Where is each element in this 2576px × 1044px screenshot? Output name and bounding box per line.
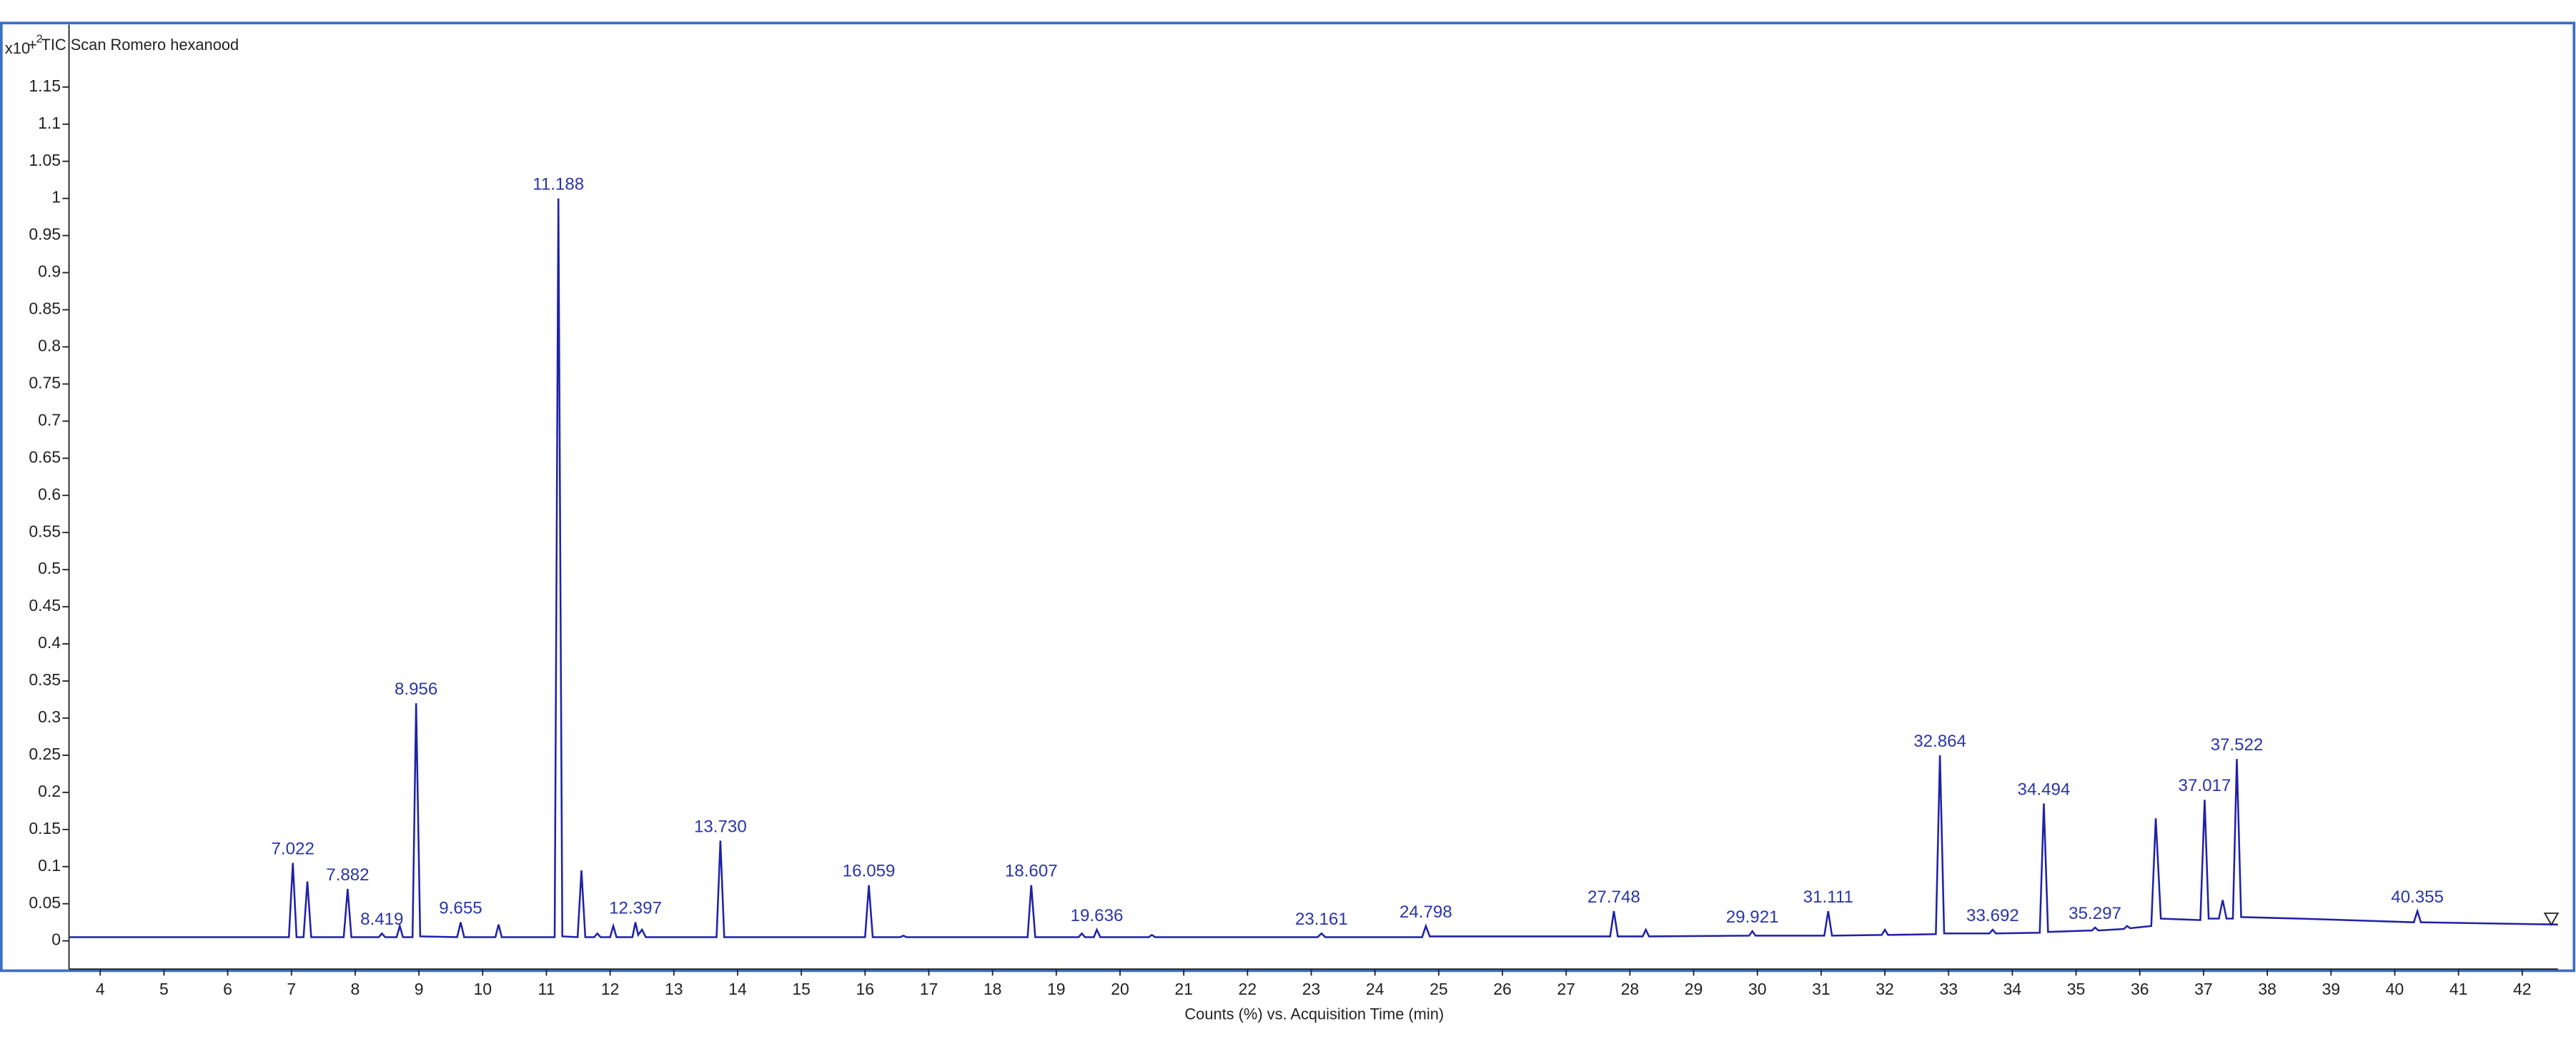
x-tick-label: 11 [538, 980, 555, 998]
x-tick-label: 34 [2003, 980, 2022, 998]
y-tick-label: 0.3 [38, 707, 61, 726]
x-tick-label: 17 [920, 980, 938, 998]
x-tick-label: 42 [2513, 980, 2532, 998]
x-tick-label: 12 [601, 980, 620, 998]
x-tick-label: 18 [984, 980, 1002, 998]
peak-label: 12.397 [609, 899, 662, 918]
peak-label: 32.864 [1913, 732, 1966, 751]
y-tick-label: 0.05 [29, 893, 61, 912]
peak-label: 37.522 [2211, 735, 2264, 755]
x-tick-label: 41 [2449, 980, 2468, 998]
peak-label: 18.607 [1005, 862, 1058, 881]
y-tick-label: 1 [51, 188, 61, 207]
peak-label: 11.188 [532, 175, 584, 194]
y-tick-label: 0.85 [29, 299, 61, 318]
y-tick-label: 0.45 [29, 596, 61, 615]
x-tick-label: 36 [2131, 980, 2149, 998]
y-tick-label: 0.9 [38, 262, 61, 281]
peak-label: 16.059 [843, 862, 896, 881]
y-tick-label: 0.15 [29, 819, 61, 837]
y-tick-label: 0 [51, 930, 61, 949]
y-tick-label: 0.75 [29, 373, 61, 392]
x-axis-label: Counts (%) vs. Acquisition Time (min) [1184, 1005, 1444, 1023]
peak-label: 34.494 [2018, 780, 2071, 799]
x-tick-label: 9 [415, 980, 424, 998]
y-tick-label: 0.5 [38, 559, 61, 577]
x-tick-label: 31 [1812, 980, 1831, 998]
x-tick-label: 24 [1366, 980, 1384, 998]
y-tick-label: 0.2 [38, 782, 61, 800]
peak-label: 9.655 [439, 899, 482, 918]
x-tick-label: 38 [2258, 980, 2277, 998]
y-tick-label: 0.6 [38, 484, 61, 503]
x-tick-label: 10 [473, 980, 492, 998]
y-tick-label: 1.05 [29, 151, 61, 169]
y-tick-label: 1.1 [38, 114, 61, 132]
y-tick-label: 0.65 [29, 447, 61, 466]
x-tick-label: 35 [2067, 980, 2086, 998]
x-tick-label: 22 [1239, 980, 1257, 998]
end-marker [2543, 913, 2560, 926]
x-tick-label: 6 [223, 980, 232, 998]
x-tick-label: 26 [1493, 980, 1512, 998]
x-tick-label: 19 [1047, 980, 1066, 998]
trace [69, 198, 2558, 938]
y-tick-label: 0.1 [38, 856, 61, 875]
peak-label: 24.798 [1400, 903, 1452, 922]
x-tick-label: 8 [351, 980, 360, 998]
frame [0, 21, 2576, 973]
peak-label: 8.956 [395, 680, 437, 699]
peak-label: 7.882 [326, 865, 369, 885]
peak-label: 37.017 [2179, 776, 2231, 795]
y-tick-label: 0.95 [29, 225, 61, 244]
x-tick-label: 27 [1557, 980, 1575, 998]
peak-label: 27.748 [1587, 888, 1640, 907]
y-tick-label: 1.15 [29, 76, 61, 95]
y-tick-label: 0.4 [38, 633, 61, 652]
x-tick-label: 40 [2386, 980, 2404, 998]
x-tick-label: 16 [856, 980, 875, 998]
x-tick-label: 7 [287, 980, 296, 998]
peak-label: 31.111 [1803, 888, 1853, 907]
x-tick-label: 33 [1939, 980, 1958, 998]
peak-label: 19.636 [1071, 906, 1124, 925]
y-tick-label: 0.25 [29, 745, 61, 763]
peak-label: 8.419 [360, 910, 403, 929]
x-tick-label: 15 [792, 980, 811, 998]
peak-label: 13.730 [694, 817, 747, 836]
peak-label: 40.355 [2391, 888, 2444, 907]
x-tick-label: 14 [728, 980, 747, 998]
x-tick-label: 13 [665, 980, 683, 998]
peak-label: 33.692 [1966, 906, 2019, 925]
x-tick-label: 4 [96, 980, 105, 998]
x-tick-label: 28 [1621, 980, 1640, 998]
peak-label: 7.022 [272, 840, 314, 859]
y-tick-label: 0.8 [38, 337, 61, 355]
peak-label: 29.921 [1726, 908, 1779, 927]
x-tick-label: 21 [1174, 980, 1193, 998]
peak-label: 23.161 [1295, 910, 1348, 929]
y-tick-label: 0.7 [38, 410, 61, 429]
y-tick-label: 0.55 [29, 522, 61, 540]
x-tick-label: 20 [1111, 980, 1129, 998]
x-tick-label: 5 [159, 980, 169, 998]
chart-title: + TIC Scan Romero hexanood [28, 36, 239, 54]
x-tick-label: 29 [1685, 980, 1703, 998]
x-tick-label: 25 [1430, 980, 1448, 998]
y-multiplier: x10 [5, 39, 30, 57]
x-tick-label: 30 [1748, 980, 1767, 998]
x-tick-label: 23 [1302, 980, 1321, 998]
y-multiplier-exponent: 2 [36, 32, 43, 45]
x-tick-label: 32 [1876, 980, 1894, 998]
x-tick-label: 39 [2322, 980, 2340, 998]
y-tick-label: 0.35 [29, 670, 61, 689]
peak-label: 35.297 [2069, 904, 2121, 923]
x-tick-label: 37 [2194, 980, 2213, 998]
